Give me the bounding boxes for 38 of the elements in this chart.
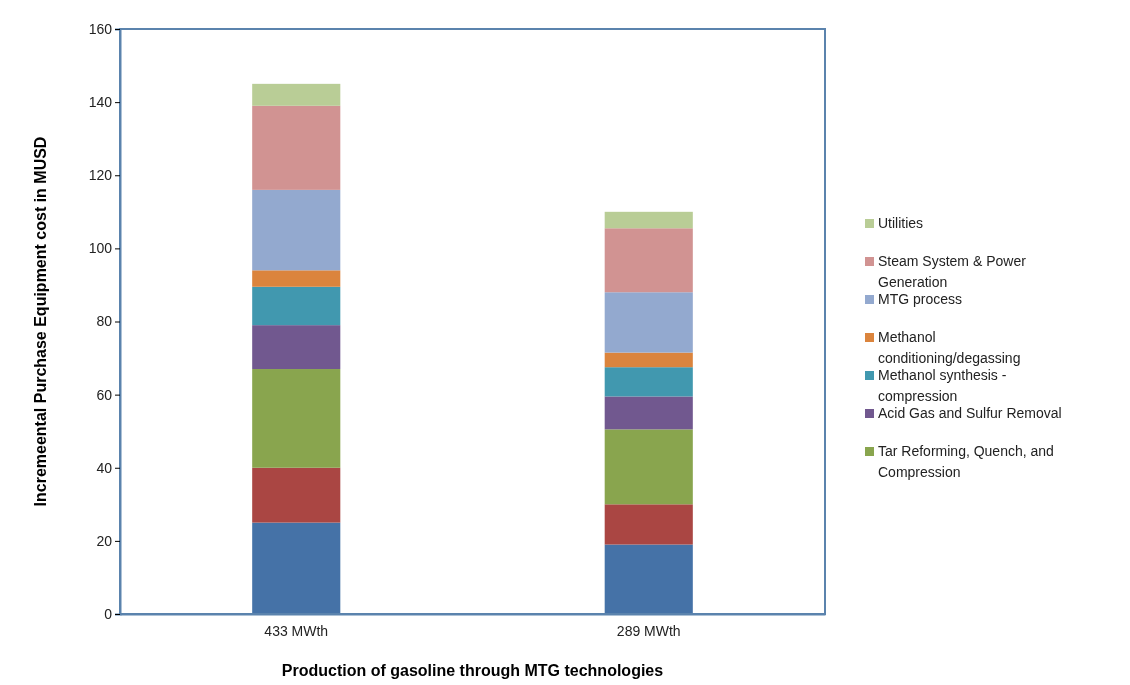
y-tick-label: 160 — [88, 20, 113, 37]
bar — [252, 286, 341, 326]
legend-label: MTG process — [878, 291, 963, 307]
y-tick-label: 20 — [96, 532, 113, 549]
bar — [252, 83, 341, 106]
legend-label: Tar Reforming, Quench, and Compression — [878, 443, 1054, 480]
x-tick-label: 433 MWth — [264, 622, 329, 639]
legend-label: Methanol conditioning/degassing — [878, 329, 1021, 366]
bar — [252, 325, 341, 370]
bar — [252, 369, 341, 468]
legend-label: Acid Gas and Sulfur Removal — [878, 405, 1062, 421]
bar — [604, 544, 693, 614]
legend-label: Utilities — [878, 215, 924, 231]
bar — [252, 270, 341, 287]
bar — [604, 504, 693, 545]
bar — [604, 352, 693, 368]
bar — [252, 522, 341, 614]
bar — [604, 228, 693, 293]
legend-label: Methanol synthesis - compression — [878, 367, 1007, 404]
bar — [252, 105, 341, 190]
y-tick-label: 120 — [88, 167, 113, 184]
legend-label: Steam System & Power Generation — [878, 253, 1027, 290]
y-tick-label: 40 — [96, 459, 113, 476]
y-tick-label: 60 — [96, 386, 113, 403]
bar — [604, 429, 693, 505]
y-axis-title: Incremeental Purchase Equipment cost in MUSD — [32, 136, 49, 507]
x-axis-title: Production of gasoline through MTG technologies — [281, 662, 664, 679]
bar — [604, 367, 693, 397]
y-tick-label: 140 — [88, 94, 113, 111]
bar — [604, 396, 693, 430]
y-tick-label: 0 — [104, 605, 113, 622]
y-tick-label: 100 — [88, 240, 113, 257]
bar — [252, 189, 341, 271]
bar — [252, 467, 341, 523]
x-tick-label: 289 MWth — [616, 622, 681, 639]
bar — [604, 211, 693, 229]
bar — [604, 292, 693, 353]
y-tick-label: 80 — [96, 313, 113, 330]
